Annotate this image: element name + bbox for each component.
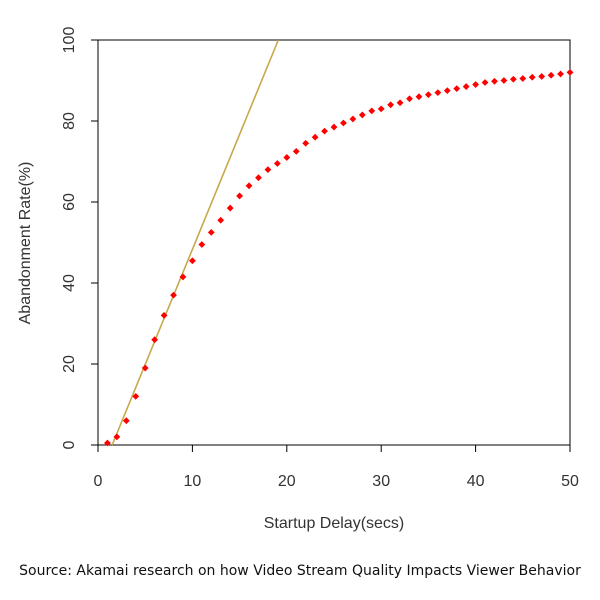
data-point — [377, 105, 385, 113]
data-point — [528, 73, 536, 81]
x-tick-label: 30 — [372, 473, 390, 490]
data-point — [292, 147, 300, 155]
data-point — [434, 89, 442, 97]
data-point — [566, 69, 574, 76]
data-point — [406, 95, 413, 103]
data-point — [557, 70, 564, 78]
x-axis: 0 10 20 30 40 50 — [94, 445, 579, 490]
data-point — [500, 77, 508, 84]
data-point — [425, 91, 432, 99]
source-caption: Source: Akamai research on how Video Str… — [19, 563, 581, 579]
data-point — [481, 79, 489, 86]
data-point — [349, 115, 357, 123]
data-point — [170, 291, 177, 299]
data-point — [255, 174, 262, 182]
data-point — [321, 127, 328, 135]
y-tick-label: 60 — [61, 193, 78, 211]
data-point — [538, 73, 546, 80]
y-axis: 0 20 40 60 80 100 — [61, 27, 98, 449]
data-point — [104, 439, 111, 447]
data-point — [462, 83, 470, 90]
y-tick-label: 40 — [61, 274, 78, 292]
x-tick-label: 20 — [278, 473, 296, 490]
y-tick-label: 100 — [61, 27, 78, 54]
data-point — [491, 77, 498, 85]
data-point — [151, 336, 159, 344]
data-point — [302, 139, 310, 147]
data-point — [519, 75, 527, 82]
data-point — [132, 393, 140, 400]
data-point — [207, 228, 215, 236]
data-point — [443, 87, 451, 95]
data-point — [283, 154, 291, 161]
data-point — [547, 71, 555, 79]
data-point — [472, 81, 479, 88]
data-point — [387, 101, 395, 109]
data-point — [122, 417, 130, 425]
trend-line — [111, 39, 280, 446]
data-point — [198, 241, 206, 248]
data-point — [245, 182, 253, 190]
data-point — [396, 99, 404, 107]
x-tick-label: 50 — [561, 473, 579, 490]
y-tick-label: 20 — [61, 355, 78, 373]
data-point — [330, 123, 338, 131]
plot-frame — [97, 39, 571, 446]
data-point — [179, 273, 187, 281]
data-point — [340, 119, 347, 127]
y-tick-label: 80 — [61, 112, 78, 130]
x-axis-title: Startup Delay(secs) — [264, 515, 405, 532]
data-point — [358, 111, 366, 119]
x-tick-label: 10 — [184, 473, 202, 490]
data-point — [226, 204, 234, 212]
data-point — [453, 85, 461, 92]
data-points-layer — [104, 69, 574, 447]
data-point — [141, 364, 149, 372]
data-point — [311, 133, 319, 141]
x-tick-label: 40 — [467, 473, 485, 490]
data-point — [236, 192, 243, 200]
data-point — [415, 93, 423, 101]
data-point — [113, 433, 121, 441]
data-point — [509, 75, 517, 83]
x-tick-label: 0 — [94, 473, 103, 490]
data-point — [160, 312, 168, 319]
trend-line-layer — [111, 39, 280, 446]
y-axis-title: Abandonment Rate(%) — [17, 162, 34, 325]
data-point — [273, 160, 281, 167]
data-point — [368, 107, 376, 115]
data-point — [264, 166, 272, 173]
y-tick-label: 0 — [61, 440, 78, 449]
data-point — [217, 216, 225, 224]
data-point — [189, 257, 196, 265]
